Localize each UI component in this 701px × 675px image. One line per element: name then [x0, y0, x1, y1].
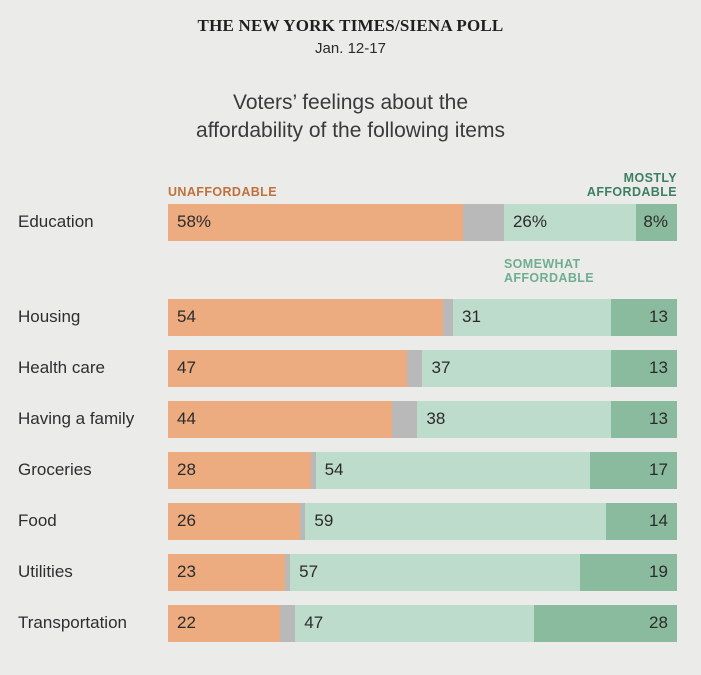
category-label: Health care	[18, 358, 105, 378]
segment-value-label: 47	[177, 358, 196, 378]
segment-value-label: 54	[324, 460, 344, 480]
bar-segment-no	[285, 553, 291, 591]
bar-segment-somewhat: 37	[422, 349, 611, 387]
bar-segment-unaffordable: 58%	[168, 203, 464, 241]
legend-somewhat-affordable: SOMEWHAT AFFORDABLE	[503, 256, 595, 285]
legend-flex: UNAFFORDABLE MOSTLY AFFORDABLE	[168, 171, 677, 200]
segment-value-label: 57	[299, 562, 319, 582]
bar-segment-mostly: 14	[605, 502, 677, 540]
segment-value-label: 13	[649, 358, 668, 378]
segment-value-label: 47	[304, 613, 324, 633]
stacked-bar: 28 54 17	[168, 451, 677, 489]
poll-date: Jan. 12-17	[315, 40, 386, 57]
segment-value-label: 44	[177, 409, 196, 429]
bar-segment-no	[300, 502, 306, 540]
chart-row-having-a-family: Having a family 44 38 13	[0, 400, 677, 438]
legend-somewhat-spacer	[0, 255, 168, 299]
bar-segment-somewhat: 47	[295, 604, 535, 642]
chart-title-line1: Voters’ feelings about the	[232, 91, 469, 114]
chart-title: Voters’ feelings about the affordability…	[0, 89, 701, 145]
segment-value-label: 8%	[643, 212, 668, 232]
stacked-bar: 44 38 13	[168, 400, 677, 438]
chart-row-groceries: Groceries 28 54 17	[0, 451, 677, 489]
segment-value-label: 22	[177, 613, 196, 633]
segment-value-label: 28	[177, 460, 196, 480]
chart-rows-first: Education 58% 26% 8%	[0, 203, 677, 241]
segment-value-label: 14	[649, 511, 668, 531]
chart-row-health-care: Health care 47 37 13	[0, 349, 677, 387]
bar-segment-unaffordable: 22	[168, 604, 280, 642]
category-label: Transportation	[18, 613, 127, 633]
segment-value-label: 59	[314, 511, 334, 531]
category-label: Housing	[18, 307, 81, 327]
category-label: Education	[18, 212, 94, 232]
chart-row-transportation: Transportation 22 47 28	[0, 604, 677, 642]
bar-segment-unaffordable: 44	[168, 400, 392, 438]
segment-value-label: 23	[177, 562, 196, 582]
legend-somewhat-row: SOMEWHAT AFFORDABLE	[0, 255, 677, 299]
stacked-bar: 54 31 13	[168, 298, 677, 336]
segment-value-label: 19	[649, 562, 668, 582]
bar-segment-somewhat: 38	[417, 400, 611, 438]
stacked-bar: 26 59 14	[168, 502, 677, 540]
stacked-bar: 58% 26% 8%	[168, 203, 677, 241]
stacked-bar-chart: UNAFFORDABLE MOSTLY AFFORDABLE Education…	[0, 171, 701, 642]
bar-segment-somewhat: 26%	[503, 203, 637, 241]
bar-segment-unaffordable: 23	[168, 553, 286, 591]
segment-value-label: 28	[649, 613, 668, 633]
bar-segment-unaffordable: 28	[168, 451, 311, 489]
bar-segment-mostly: 17	[590, 451, 677, 489]
category-label: Food	[18, 511, 57, 531]
stacked-bar: 23 57 19	[168, 553, 677, 591]
chart-row-utilities: Utilities 23 57 19	[0, 553, 677, 591]
category-label: Having a family	[18, 409, 135, 429]
bar-segment-no	[442, 298, 454, 336]
bar-segment-unaffordable: 47	[168, 349, 408, 387]
bar-segment-no	[463, 203, 504, 241]
legend-unaffordable: UNAFFORDABLE	[168, 185, 277, 200]
bar-segment-somewhat: 57	[290, 553, 581, 591]
legend-somewhat-area: SOMEWHAT AFFORDABLE	[168, 255, 677, 299]
stacked-bar: 47 37 13	[168, 349, 677, 387]
bar-segment-unaffordable: 26	[168, 502, 301, 540]
category-label: Utilities	[18, 562, 73, 582]
bar-segment-no	[310, 451, 316, 489]
segment-value-label: 37	[431, 358, 451, 378]
legend-row: UNAFFORDABLE MOSTLY AFFORDABLE	[0, 171, 677, 200]
bar-segment-mostly: 13	[610, 349, 677, 387]
segment-value-label: 26%	[512, 212, 547, 232]
bar-segment-no	[407, 349, 423, 387]
bar-segment-mostly: 28	[534, 604, 677, 642]
segment-value-label: 54	[177, 307, 196, 327]
chart-row-housing: Housing 54 31 13	[0, 298, 677, 336]
bar-segment-no	[391, 400, 418, 438]
segment-value-label: 58%	[177, 212, 212, 232]
segment-value-label: 13	[649, 409, 668, 429]
bar-segment-mostly: 13	[610, 298, 677, 336]
poll-source-kicker: THE NEW YORK TIMES/SIENA POLL	[197, 16, 504, 35]
segment-value-label: 31	[462, 307, 481, 327]
chart-rows-rest: Housing 54 31 13 Health care 47 37 13 Having a f…	[0, 298, 677, 642]
bar-segment-mostly: 19	[580, 553, 677, 591]
legend-mostly-affordable: MOSTLY AFFORDABLE	[586, 170, 677, 200]
category-label: Groceries	[18, 460, 92, 480]
stacked-bar: 22 47 28	[168, 604, 677, 642]
segment-value-label: 13	[649, 307, 668, 327]
bar-segment-unaffordable: 54	[168, 298, 443, 336]
bar-segment-mostly: 8%	[636, 203, 677, 241]
chart-title-line2: affordability of the following items	[196, 118, 505, 142]
segment-value-label: 38	[426, 409, 446, 429]
bar-segment-somewhat: 31	[453, 298, 611, 336]
bar-segment-no	[279, 604, 296, 642]
bar-segment-somewhat: 59	[305, 502, 606, 540]
bar-segment-mostly: 13	[610, 400, 677, 438]
segment-value-label: 26	[177, 511, 196, 531]
chart-row-education: Education 58% 26% 8%	[0, 203, 677, 241]
chart-row-food: Food 26 59 14	[0, 502, 677, 540]
bar-segment-somewhat: 54	[315, 451, 591, 489]
segment-value-label: 17	[649, 460, 668, 480]
